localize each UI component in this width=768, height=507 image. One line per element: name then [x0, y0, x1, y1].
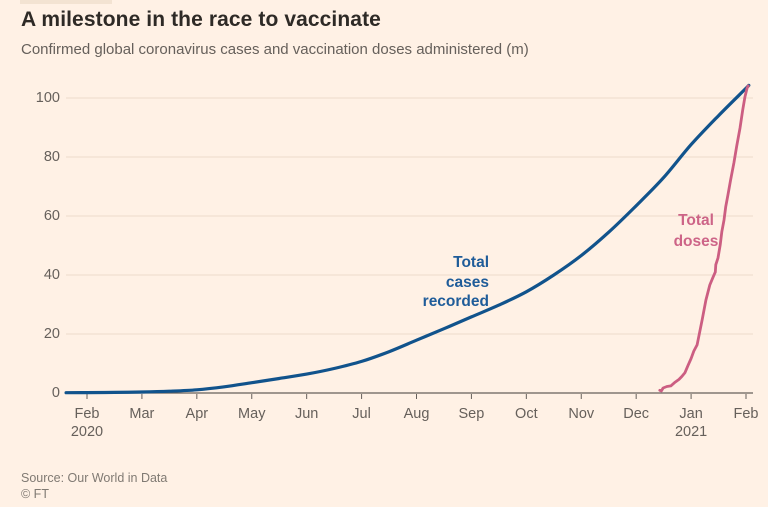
x-tick-label: Sep [458, 406, 485, 422]
y-tick-label: 80 [43, 149, 60, 165]
cases-series-label: Total cases recorded [389, 253, 489, 312]
x-tick-label: Apr [185, 406, 209, 422]
chart-title: A milestone in the race to vaccinate [21, 8, 381, 31]
series-line-total-cases-recorded [64, 83, 751, 395]
source-attribution: Source: Our World in Data [21, 471, 168, 485]
cases-label-line: recorded [422, 293, 489, 310]
x-tick-label: May [238, 406, 266, 422]
doses-label-line: Total [678, 212, 714, 229]
x-tick-label: Jun [294, 406, 319, 422]
x-tick-label: Dec [623, 406, 650, 422]
x-tick-label: Feb [74, 406, 100, 422]
doses-series-label: Total doses [659, 211, 733, 252]
series-line-total-doses [658, 84, 750, 393]
x-tick-label: Jan [679, 406, 703, 422]
cases-label-line: cases [445, 273, 489, 291]
ft-copyright: © FT [21, 487, 49, 501]
x-tick-label: Oct [515, 406, 538, 422]
x-tick-label: Aug [403, 406, 430, 422]
x-year-label: 2020 [70, 424, 104, 440]
y-tick-label: 60 [43, 208, 60, 224]
top-edge-artifact [20, 0, 112, 4]
x-year-label: 2021 [674, 424, 708, 440]
y-tick-label: 20 [43, 326, 60, 342]
y-tick-label: 40 [43, 267, 60, 283]
x-tick-label: Mar [129, 406, 155, 422]
x-tick-label: Jul [352, 406, 371, 422]
x-tick-label: Nov [568, 406, 595, 422]
y-tick-label: 0 [51, 385, 60, 401]
y-tick-label: 100 [35, 90, 60, 106]
x-tick-label: Feb [733, 406, 759, 422]
doses-label-line: doses [673, 232, 719, 250]
chart-subtitle: Confirmed global coronavirus cases and v… [21, 41, 529, 58]
cases-label-line: Total [453, 254, 489, 271]
